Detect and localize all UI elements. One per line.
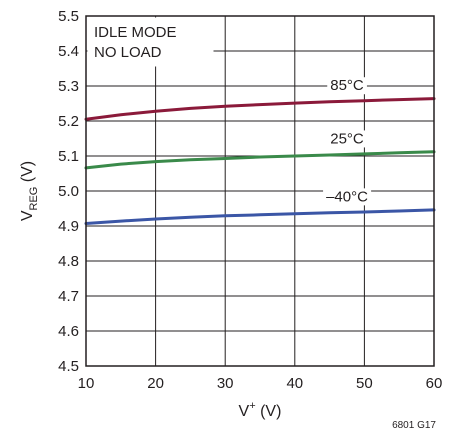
- series-label: 85°C: [330, 77, 364, 94]
- y-axis-label-main: V: [19, 210, 36, 221]
- x-tick-label: 40: [286, 375, 303, 392]
- x-tick-label: 50: [356, 375, 373, 392]
- y-tick-label: 4.8: [58, 253, 79, 270]
- plot-frame: [85, 15, 435, 367]
- y-tick-label: 5.3: [58, 78, 79, 95]
- series-line: [84, 208, 436, 225]
- series-lines: [84, 97, 436, 225]
- y-axis-label-sub: REG: [28, 187, 40, 211]
- x-axis-label-main: V: [239, 403, 250, 420]
- series-label-group: 85°C: [327, 77, 367, 95]
- x-tick-label: 30: [217, 375, 234, 392]
- grid: [85, 15, 435, 367]
- x-tick-labels: 10 20 30 40 50 60: [78, 375, 443, 392]
- series-line: [84, 97, 436, 121]
- series-line: [84, 150, 436, 170]
- series-label-background: [323, 188, 372, 206]
- x-axis-label-unit: (V): [256, 403, 282, 420]
- y-axis-label: VREG (V): [19, 161, 40, 221]
- y-tick-label: 5.2: [58, 113, 79, 130]
- y-tick-label: 5.5: [58, 8, 79, 25]
- y-tick-label: 5.1: [58, 148, 79, 165]
- y-axis-label-unit: (V): [19, 161, 36, 187]
- x-tick-label: 10: [78, 375, 95, 392]
- series-label-group: –40°C: [323, 188, 372, 206]
- annotation-box: [87, 17, 214, 67]
- annotation-no-load: NO LOAD: [94, 44, 162, 61]
- y-tick-label: 5.0: [58, 183, 79, 200]
- y-tick-label: 4.6: [58, 323, 79, 340]
- y-tick-label: 5.4: [58, 43, 79, 60]
- y-tick-labels: 4.5 4.6 4.7 4.8 4.9 5.0 5.1 5.2 5.3 5.4 5.5: [58, 8, 79, 375]
- x-axis-label-sup: +: [249, 400, 255, 412]
- series-label: –40°C: [326, 188, 368, 205]
- x-tick-label: 60: [426, 375, 443, 392]
- y-tick-label: 4.5: [58, 358, 79, 375]
- x-axis-label: V+ (V): [239, 400, 282, 420]
- series-labels: 85°C 25°C –40°C: [323, 77, 372, 206]
- series-label-background: [327, 130, 367, 148]
- annotation-idle-mode: IDLE MODE: [94, 24, 177, 41]
- series-label-group: 25°C: [327, 130, 367, 148]
- y-tick-label: 4.9: [58, 218, 79, 235]
- figure-id: 6801 G17: [392, 420, 436, 431]
- y-tick-label: 4.7: [58, 288, 79, 305]
- series-label-background: [327, 77, 367, 95]
- series-label: 25°C: [330, 130, 364, 147]
- x-tick-label: 20: [147, 375, 164, 392]
